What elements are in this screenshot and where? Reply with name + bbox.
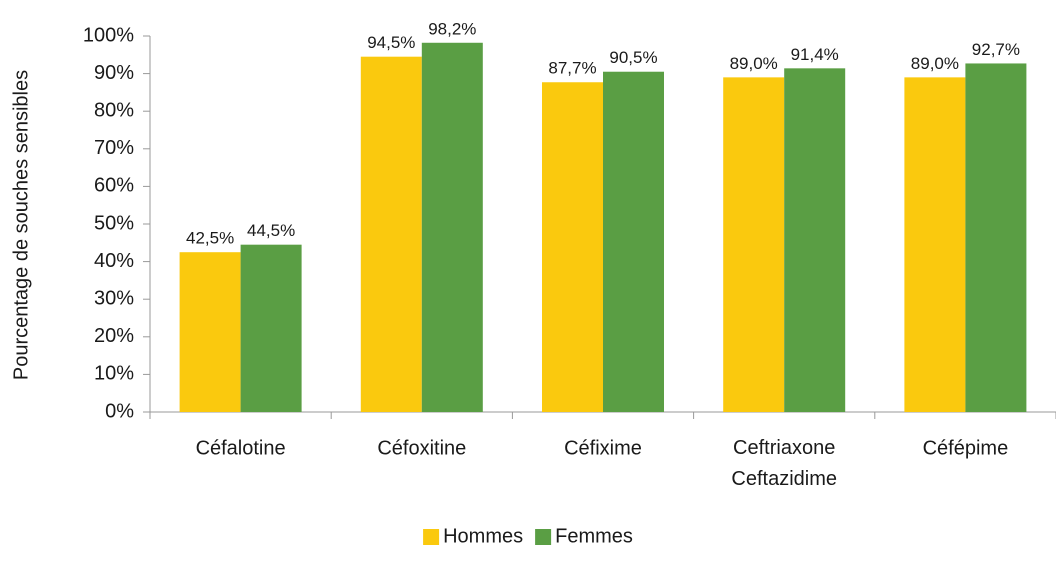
x-tick-label: Céfoxitine [377, 437, 466, 459]
y-tick-label: 80% [94, 99, 134, 121]
value-label: 44,5% [247, 221, 295, 240]
value-label: 89,0% [730, 54, 778, 73]
y-tick-label: 0% [105, 400, 134, 422]
bar [965, 63, 1027, 412]
value-label: 42,5% [186, 229, 234, 248]
y-tick-label: 60% [94, 175, 134, 197]
y-tick-label: 100% [83, 24, 134, 46]
value-label: 91,4% [791, 45, 839, 64]
bar [723, 77, 785, 413]
bar [904, 77, 966, 413]
bar [360, 56, 422, 413]
bar [542, 82, 603, 413]
bar [240, 244, 302, 412]
x-tick-label: Céfixime [564, 437, 642, 459]
x-tick-label-line: Ceftazidime [731, 468, 837, 490]
value-label: 87,7% [548, 59, 596, 78]
x-tick-label-line: Ceftriaxone [733, 437, 835, 459]
bar [603, 71, 664, 412]
value-label: 94,5% [367, 33, 415, 52]
x-tick-label: Céfépime [923, 437, 1009, 459]
y-tick-label: 90% [94, 62, 134, 84]
legend-swatch [423, 529, 440, 545]
x-tick-label: Céfalotine [196, 437, 286, 459]
value-label: 89,0% [911, 54, 959, 73]
bar [784, 68, 846, 412]
x-tick-label: Ceftriaxone Ceftazidime [731, 437, 837, 490]
legend: Hommes Femmes [423, 525, 633, 547]
legend-label: Femmes [555, 525, 633, 547]
y-axis-title: Pourcentage de souches sensibles [10, 70, 32, 380]
bar [421, 42, 483, 412]
value-label: 90,5% [609, 48, 657, 67]
legend-label: Hommes [443, 525, 523, 547]
y-tick-label: 50% [94, 212, 134, 234]
value-label: 98,2% [428, 19, 476, 38]
y-tick-label: 70% [94, 137, 134, 159]
y-tick-label: 20% [94, 325, 134, 347]
bar [179, 252, 241, 412]
y-tick-label: 30% [94, 287, 134, 309]
value-label: 92,7% [972, 40, 1020, 59]
legend-swatch [535, 529, 552, 545]
y-tick-label: 40% [94, 250, 134, 272]
y-tick-label: 10% [94, 363, 134, 385]
